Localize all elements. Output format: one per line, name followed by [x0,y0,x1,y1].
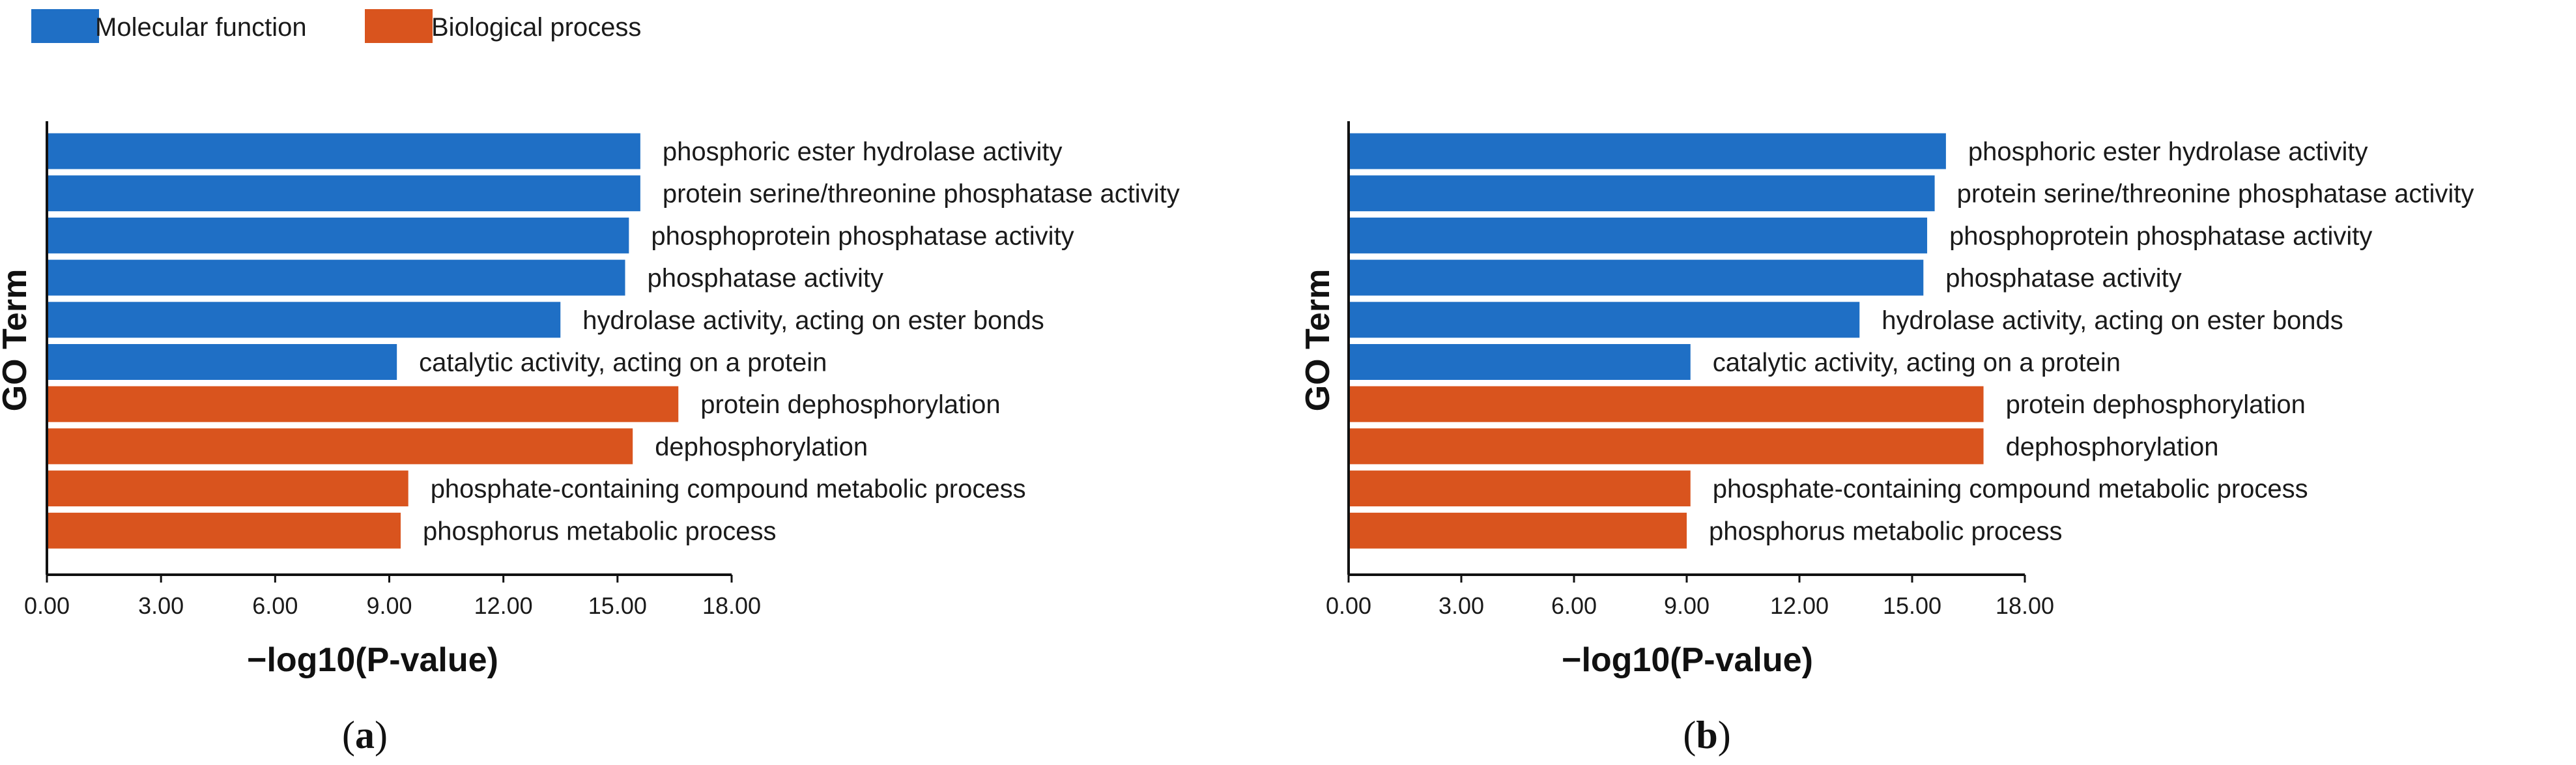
x-tick-label-b-4: 12.00 [1770,592,1829,619]
bar-label-b-phosphorus-metabolic-process: phosphorus metabolic process [1709,517,2063,545]
chart-panel-b: phosphoric ester hydrolase activity prote… [1299,121,2474,757]
bar-label-a-hydrolase-activity-acting-on-ester-bonds: hydrolase activity, acting on ester bond… [582,306,1044,335]
bar-a-phosphate-containing-compound-metabolic-process [48,470,408,507]
bar-labels-panel-b: phosphoric ester hydrolase activity prote… [1709,137,2474,545]
bar-b-phosphorus-metabolic-process [1350,512,1687,549]
bar-label-b-catalytic-activity-acting-on-a-protein: catalytic activity, acting on a protein [1713,349,2121,377]
x-tick-label-a-0: 0.00 [24,592,70,619]
bar-a-phosphoric-ester-hydrolase-activity [48,133,640,169]
x-tick-label-b-3: 9.00 [1664,592,1710,619]
x-axis-title-panel-b: −log10(P-value) [1562,641,1813,679]
bar-label-b-dephosphorylation: dephosphorylation [2006,433,2219,461]
bar-label-a-phosphoric-ester-hydrolase-activity: phosphoric ester hydrolase activity [663,137,1063,166]
bar-label-a-catalytic-activity-acting-on-a-protein: catalytic activity, acting on a protein [419,349,827,377]
bar-label-b-phosphate-containing-compound-metabolic-process: phosphate-containing compound metabolic … [1713,475,2308,504]
legend-swatch-molecular-function [31,9,99,43]
bar-b-hydrolase-activity-acting-on-ester-bonds [1350,302,1860,338]
bar-label-b-phosphoric-ester-hydrolase-activity: phosphoric ester hydrolase activity [1968,137,2368,166]
bar-label-a-dephosphorylation: dephosphorylation [655,433,868,461]
bar-b-catalytic-activity-acting-on-a-protein [1350,344,1691,380]
legend-swatch-biological-process [365,9,433,43]
bar-a-protein-dephosphorylation [48,386,679,422]
bar-a-phosphoprotein-phosphatase-activity [48,217,629,253]
x-axis-title-panel-a: −log10(P-value) [247,641,498,679]
legend-label-biological-process: Biological process [431,13,641,42]
x-tick-label-b-6: 18.00 [1996,592,2054,619]
x-tick-label-a-2: 6.00 [252,592,298,619]
x-tick-label-a-6: 18.00 [702,592,761,619]
bar-label-b-phosphatase-activity: phosphatase activity [1945,264,2181,293]
x-tick-label-a-3: 9.00 [366,592,412,619]
legend-label-molecular-function: Molecular function [95,13,307,42]
x-tick-label-b-5: 15.00 [1883,592,1941,619]
x-tick-label-b-0: 0.00 [1326,592,1371,619]
bar-label-b-phosphoprotein-phosphatase-activity: phosphoprotein phosphatase activity [1949,222,2372,250]
panel-label-a: (a) [342,714,388,757]
bar-label-a-phosphate-containing-compound-metabolic-process: phosphate-containing compound metabolic … [431,475,1026,504]
bar-label-a-phosphoprotein-phosphatase-activity: phosphoprotein phosphatase activity [651,222,1074,250]
x-tick-label-b-2: 6.00 [1551,592,1597,619]
bar-a-hydrolase-activity-acting-on-ester-bonds [48,302,561,338]
bar-label-a-protein-dephosphorylation: protein dephosphorylation [700,390,1000,419]
bar-a-protein-serine-threonine-phosphatase-activity [48,175,640,212]
bar-b-phosphoric-ester-hydrolase-activity [1350,133,1946,169]
x-ticks-panel-a: 0.00 3.00 6.00 9.00 12.00 15.00 18.00 [24,575,761,619]
bar-b-phosphate-containing-compound-metabolic-process [1350,470,1691,507]
bar-label-b-hydrolase-activity-acting-on-ester-bonds: hydrolase activity, acting on ester bond… [1882,306,2343,335]
bars-panel-b [1350,133,1984,549]
legend: Molecular function Biological process [31,9,641,43]
bar-a-phosphorus-metabolic-process [48,512,401,549]
bar-label-b-protein-dephosphorylation: protein dephosphorylation [2006,390,2306,419]
bar-b-phosphoprotein-phosphatase-activity [1350,217,1928,253]
bar-a-dephosphorylation [48,428,633,465]
bar-label-a-phosphatase-activity: phosphatase activity [648,264,883,293]
bar-labels-panel-a: phosphoric ester hydrolase activity prote… [419,137,1180,545]
panel-letter-a: a [355,714,375,757]
bar-b-phosphatase-activity [1350,259,1924,296]
panel-label-b: (b) [1683,714,1730,757]
x-tick-label-a-5: 15.00 [588,592,647,619]
x-tick-label-b-1: 3.00 [1438,592,1484,619]
x-tick-label-a-4: 12.00 [474,592,533,619]
bars-panel-a [48,133,679,549]
bar-b-protein-serine-threonine-phosphatase-activity [1350,175,1935,212]
x-ticks-panel-b: 0.00 3.00 6.00 9.00 12.00 15.00 18.00 [1326,575,2054,619]
bar-label-a-protein-serine-threonine-phosphatase-activity: protein serine/threonine phosphatase act… [663,180,1180,209]
bar-b-protein-dephosphorylation [1350,386,1984,422]
bar-label-b-protein-serine-threonine-phosphatase-activity: protein serine/threonine phosphatase act… [1957,180,2474,209]
chart-panel-a: phosphoric ester hydrolase activity prote… [0,121,1180,757]
bar-a-catalytic-activity-acting-on-a-protein [48,344,397,380]
y-axis-title-panel-b: GO Term [1299,269,1337,412]
x-tick-label-a-1: 3.00 [138,592,184,619]
panel-letter-b: b [1696,714,1717,757]
bar-b-dephosphorylation [1350,428,1984,465]
y-axis-title-panel-a: GO Term [0,269,34,412]
bar-label-a-phosphorus-metabolic-process: phosphorus metabolic process [423,517,777,545]
bar-a-phosphatase-activity [48,259,625,296]
